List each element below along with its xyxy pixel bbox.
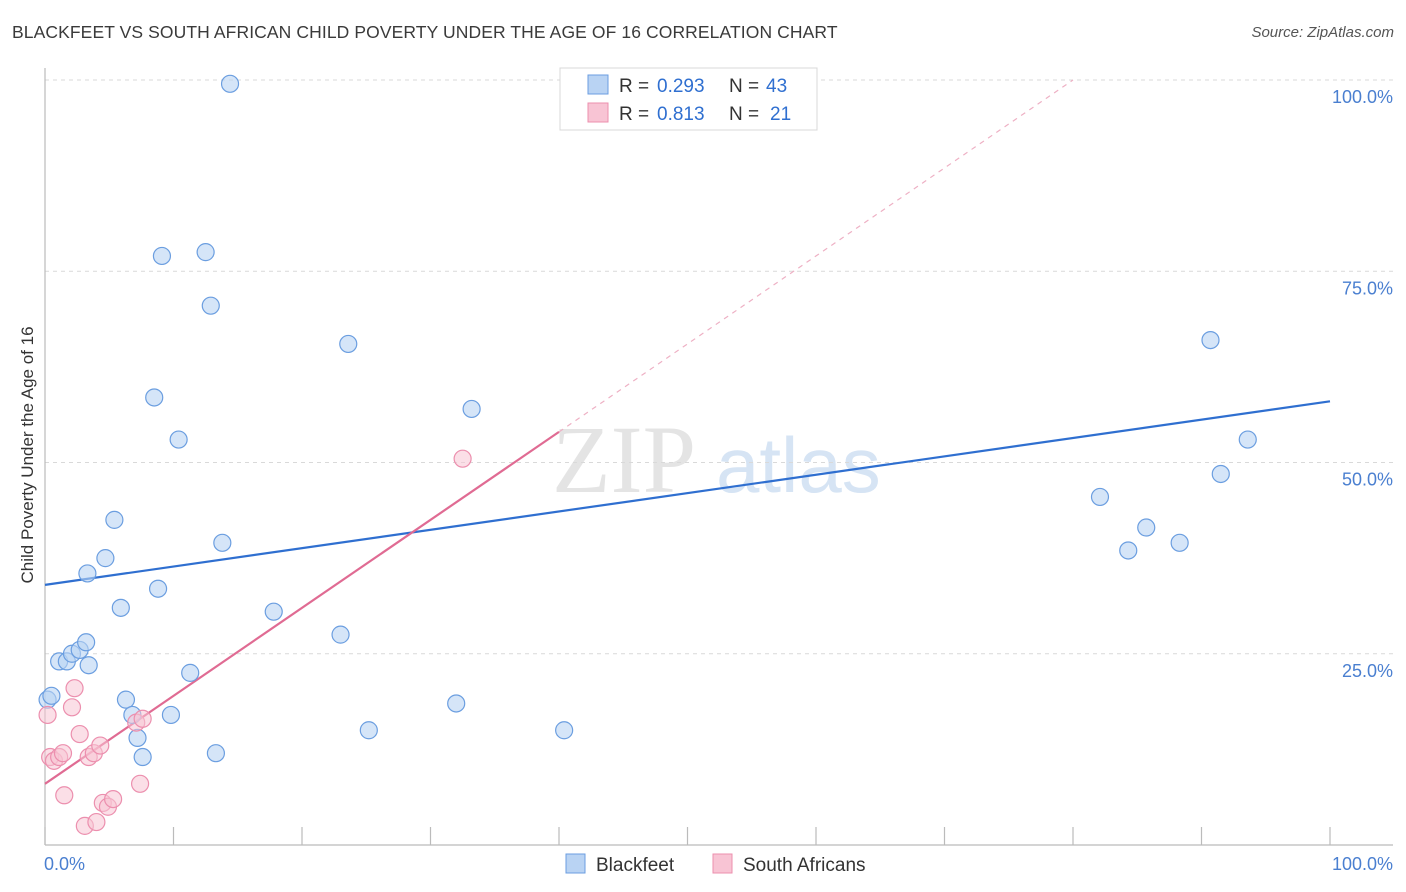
point-blackfeet-36 xyxy=(1119,541,1138,560)
point-blackfeet-22 xyxy=(196,243,215,262)
point-blackfeet-10 xyxy=(105,510,124,529)
watermark-zip: ZIP xyxy=(552,406,696,513)
point-blackfeet-11 xyxy=(111,598,130,617)
point-blackfeet-23 xyxy=(201,296,220,315)
bottom-legend-swatch-blackfeet xyxy=(565,853,586,874)
point-blackfeet-32 xyxy=(462,399,481,419)
bottom-legend-label-blackfeet: Blackfeet xyxy=(596,855,675,876)
point-blackfeet-24 xyxy=(206,744,226,763)
point-blackfeet-38 xyxy=(1170,533,1189,552)
point-blackfeet-37 xyxy=(1137,518,1156,537)
data-points xyxy=(38,70,1257,835)
point-blackfeet-7 xyxy=(79,656,98,675)
x-tick-label-min: 0.0% xyxy=(44,854,85,874)
point-south-africans-12 xyxy=(87,812,106,832)
point-blackfeet-40 xyxy=(1211,464,1230,484)
bottom-legend-swatch-south-africans xyxy=(712,853,733,874)
point-blackfeet-18 xyxy=(152,246,172,266)
point-blackfeet-39 xyxy=(1201,331,1220,350)
point-blackfeet-1 xyxy=(42,686,61,705)
point-blackfeet-6 xyxy=(77,633,96,652)
point-south-africans-7 xyxy=(65,679,84,698)
y-axis-label: Child Poverty Under the Age of 16 xyxy=(18,326,37,583)
point-blackfeet-15 xyxy=(133,747,152,767)
legend-r-label-blackfeet: R = xyxy=(619,76,649,97)
point-south-africans-8 xyxy=(70,724,89,744)
point-blackfeet-31 xyxy=(447,694,466,713)
y-tick-labels: 25.0% 50.0% 75.0% 100.0% xyxy=(1332,87,1393,681)
y-tick-label-2: 75.0% xyxy=(1342,278,1393,298)
point-south-africans-16 xyxy=(104,789,123,809)
point-blackfeet-16 xyxy=(145,388,164,407)
legend-swatch-south-africans xyxy=(587,102,609,123)
point-blackfeet-21 xyxy=(181,663,200,682)
legend-swatch-blackfeet xyxy=(587,74,609,95)
gridlines xyxy=(45,79,1393,655)
source-label: Source: ZipAtlas.com xyxy=(1251,24,1394,41)
x-tick-label-max: 100.0% xyxy=(1332,854,1393,874)
bottom-legend-label-south-africans: South Africans xyxy=(743,855,866,876)
point-blackfeet-25 xyxy=(213,533,232,552)
bottom-legend: Blackfeet South Africans xyxy=(565,853,866,876)
point-blackfeet-29 xyxy=(339,334,358,354)
legend-n-label-south-africans: N = xyxy=(729,104,759,125)
legend-n-value-blackfeet: 43 xyxy=(766,76,787,97)
point-blackfeet-8 xyxy=(78,564,97,583)
point-south-africans-19 xyxy=(133,709,152,728)
legend-r-value-south-africans: 0.813 xyxy=(657,104,705,125)
point-blackfeet-41 xyxy=(1238,430,1257,449)
y-tick-label-1: 50.0% xyxy=(1342,470,1393,490)
point-blackfeet-26 xyxy=(220,74,240,93)
watermark-atlas: atlas xyxy=(716,421,881,509)
top-legend: R = 0.293 N = 43 R = 0.813 N = 21 xyxy=(559,67,818,131)
legend-n-label-blackfeet: N = xyxy=(729,76,759,97)
axes xyxy=(44,68,1393,846)
trend-extension-south-africans xyxy=(558,79,1074,433)
point-south-africans-13 xyxy=(91,736,110,755)
point-south-africans-20 xyxy=(453,449,472,468)
y-tick-label-3: 100.0% xyxy=(1332,87,1393,107)
chart-title: BLACKFEET VS SOUTH AFRICAN CHILD POVERTY… xyxy=(12,22,838,42)
point-south-africans-0 xyxy=(38,705,57,725)
legend-n-value-south-africans: 21 xyxy=(770,104,791,125)
point-south-africans-18 xyxy=(130,774,150,793)
point-south-africans-4 xyxy=(53,744,73,763)
point-blackfeet-28 xyxy=(331,625,350,644)
trend-line-blackfeet xyxy=(44,400,1331,586)
point-south-africans-5 xyxy=(55,786,74,805)
y-tick-label-0: 25.0% xyxy=(1342,661,1393,681)
point-blackfeet-17 xyxy=(148,579,168,598)
point-blackfeet-27 xyxy=(264,602,283,621)
point-blackfeet-9 xyxy=(96,549,115,568)
point-blackfeet-30 xyxy=(359,721,378,740)
point-blackfeet-20 xyxy=(169,430,188,449)
point-south-africans-6 xyxy=(62,698,82,717)
point-blackfeet-35 xyxy=(1090,487,1110,507)
point-blackfeet-14 xyxy=(128,728,147,748)
point-blackfeet-12 xyxy=(116,690,136,709)
legend-r-value-blackfeet: 0.293 xyxy=(657,76,705,97)
point-blackfeet-33 xyxy=(555,721,574,740)
point-blackfeet-19 xyxy=(161,705,181,725)
legend-r-label-south-africans: R = xyxy=(619,104,649,125)
